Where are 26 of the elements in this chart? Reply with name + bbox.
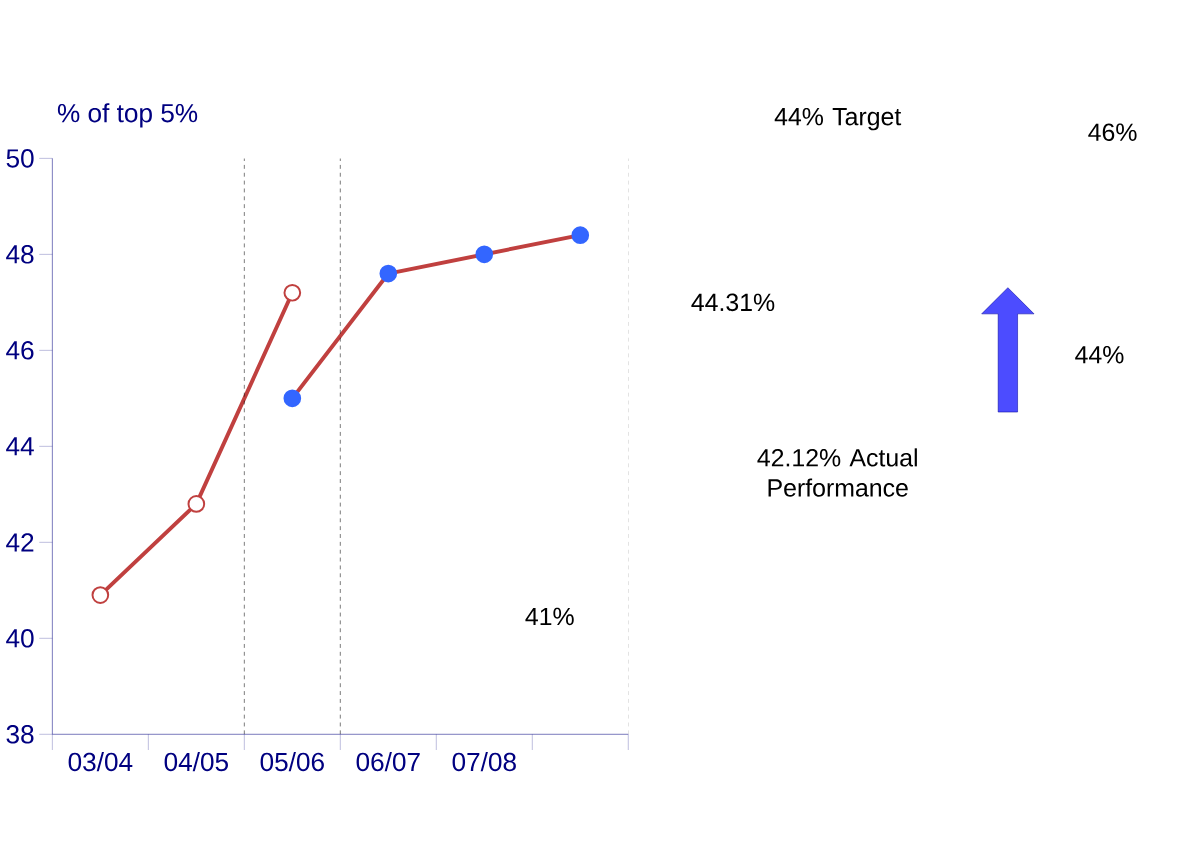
y-tick-label: 44	[6, 437, 34, 456]
point	[571, 226, 590, 244]
y-axis-title: % of top 5%	[57, 103, 198, 128]
y-tick-label: 46	[6, 341, 34, 360]
point	[283, 283, 302, 302]
text: 44%	[1075, 345, 1124, 364]
y-tick-label: 38	[6, 724, 34, 744]
text: 44% Target	[774, 107, 902, 131]
point	[475, 245, 494, 264]
text: 44.31%	[691, 293, 775, 312]
y-tick-label: 48	[6, 245, 34, 264]
point	[379, 264, 398, 283]
annotation: 41%	[525, 607, 574, 626]
point	[187, 495, 206, 513]
x-tick-label: 03/04	[68, 751, 133, 772]
point	[91, 586, 110, 604]
x-tick-label: 05/06	[260, 751, 324, 772]
y-tick-label: 42	[6, 533, 34, 552]
text: 42.12% Actual Performance	[757, 448, 917, 497]
y-tick-label: 50	[6, 149, 34, 168]
x-tick-label: 06/07	[356, 751, 420, 772]
y-tick-label: 40	[6, 629, 34, 648]
point	[283, 389, 302, 408]
x-tick-label: 04/05	[164, 751, 228, 772]
text: 46%	[1088, 123, 1137, 141]
x-tick-label: 07/08	[452, 751, 516, 772]
